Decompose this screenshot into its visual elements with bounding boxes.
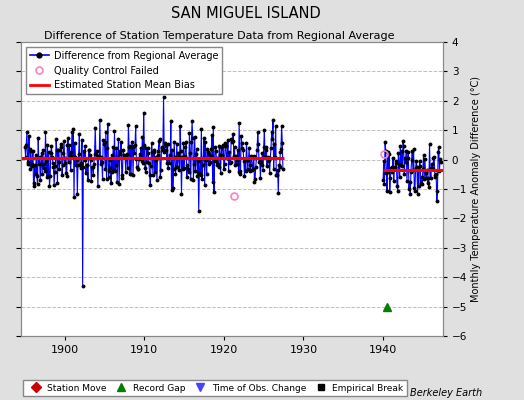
Legend: Station Move, Record Gap, Time of Obs. Change, Empirical Break: Station Move, Record Gap, Time of Obs. C… — [23, 380, 407, 396]
Text: Berkeley Earth: Berkeley Earth — [410, 388, 482, 398]
Y-axis label: Monthly Temperature Anomaly Difference (°C): Monthly Temperature Anomaly Difference (… — [472, 76, 482, 302]
Text: SAN MIGUEL ISLAND: SAN MIGUEL ISLAND — [171, 6, 321, 21]
Title: Difference of Station Temperature Data from Regional Average: Difference of Station Temperature Data f… — [44, 31, 395, 41]
